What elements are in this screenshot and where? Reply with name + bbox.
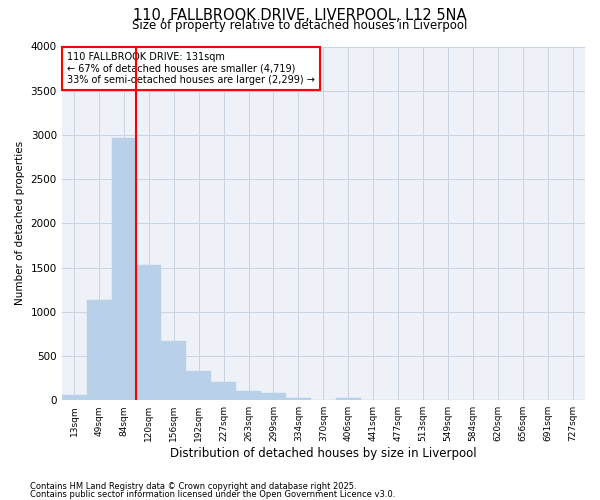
Bar [186,371,211,400]
Bar [211,382,236,400]
X-axis label: Distribution of detached houses by size in Liverpool: Distribution of detached houses by size … [170,447,476,460]
Bar [62,396,86,400]
Bar [236,392,261,400]
Bar [112,138,136,400]
Bar [336,398,361,400]
Bar [161,342,186,400]
Bar [286,398,311,400]
Bar [261,392,286,400]
Text: Contains public sector information licensed under the Open Government Licence v3: Contains public sector information licen… [30,490,395,499]
Text: Contains HM Land Registry data © Crown copyright and database right 2025.: Contains HM Land Registry data © Crown c… [30,482,356,491]
Y-axis label: Number of detached properties: Number of detached properties [15,142,25,306]
Bar [136,265,161,400]
Bar [86,300,112,400]
Text: Size of property relative to detached houses in Liverpool: Size of property relative to detached ho… [133,19,467,32]
Text: 110, FALLBROOK DRIVE, LIVERPOOL, L12 5NA: 110, FALLBROOK DRIVE, LIVERPOOL, L12 5NA [133,8,467,22]
Text: 110 FALLBROOK DRIVE: 131sqm
← 67% of detached houses are smaller (4,719)
33% of : 110 FALLBROOK DRIVE: 131sqm ← 67% of det… [67,52,315,85]
